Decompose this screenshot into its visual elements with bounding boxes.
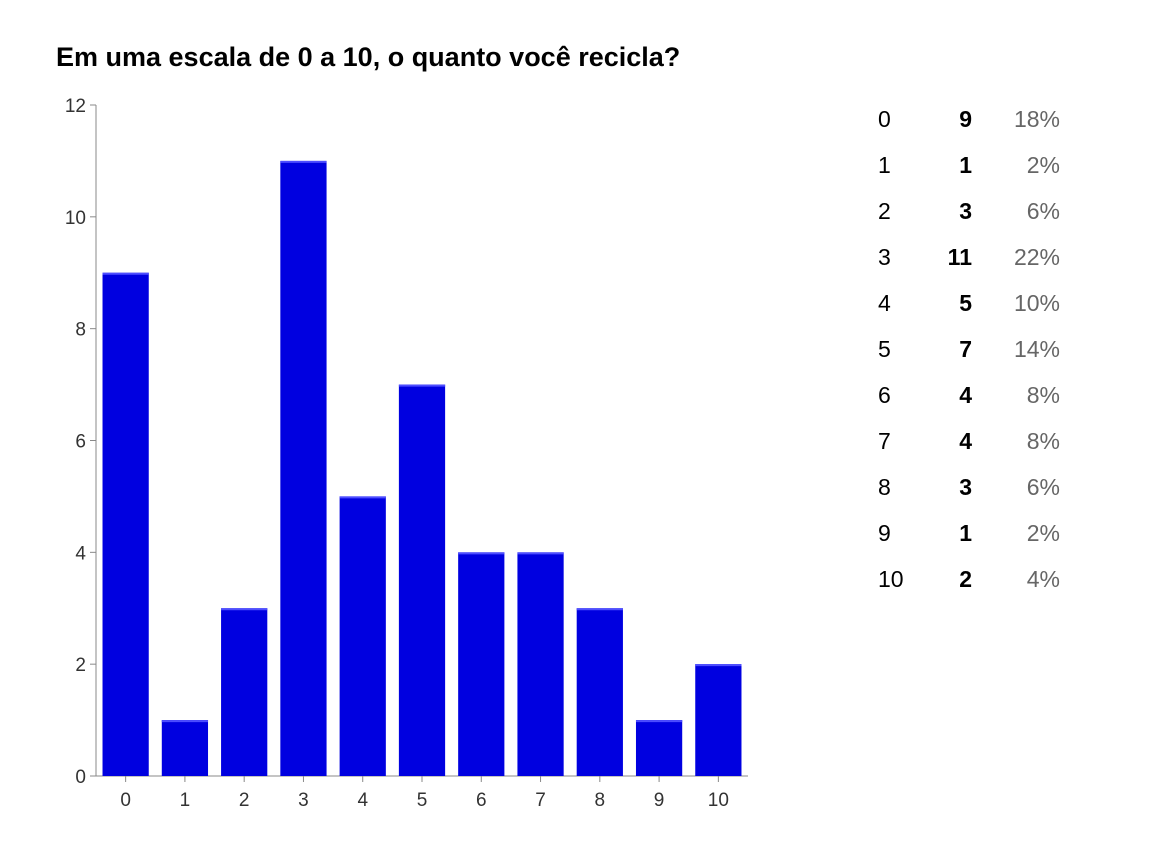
bar	[221, 608, 268, 776]
summary-label: 2	[878, 197, 891, 224]
bars	[102, 160, 742, 776]
summary-table: 0 9 18% 1 1 2% 2 3 6% 3 11 22% 4 5 10% 5 7 14% 6 4 8% 7 4 8% 8 3 6…	[866, 96, 1060, 602]
summary-label: 0	[878, 105, 891, 132]
summary-count: 3	[959, 473, 972, 500]
summary-row: 2 3 6%	[866, 188, 1060, 234]
summary-count: 4	[959, 381, 972, 408]
y-tick-label: 0	[75, 767, 86, 788]
summary-row: 7 4 8%	[866, 418, 1060, 464]
summary-percent: 2%	[1026, 151, 1060, 178]
x-tick-label: 9	[654, 790, 665, 811]
summary-row: 5 7 14%	[866, 326, 1060, 372]
bar	[458, 552, 505, 776]
summary-percent: 8%	[1026, 427, 1060, 454]
summary-row: 1 1 2%	[866, 142, 1060, 188]
summary-count: 11	[947, 243, 972, 270]
bar	[576, 608, 623, 776]
y-tick-label: 8	[75, 320, 86, 341]
summary-label: 10	[878, 565, 904, 592]
x-axis: 0 1 2 3 4 5 6 7 8 9 10	[96, 775, 748, 811]
y-tick-label: 4	[75, 543, 86, 564]
bar	[635, 720, 683, 776]
summary-percent: 2%	[1026, 519, 1060, 546]
summary-count: 2	[959, 565, 972, 592]
x-tick-label: 10	[708, 790, 729, 811]
y-axis: 0 2 4 6 8 10 12	[65, 96, 97, 788]
x-tick-label: 8	[595, 790, 606, 811]
y-tick-label: 12	[65, 96, 86, 117]
summary-percent: 10%	[1013, 289, 1060, 316]
summary-percent: 4%	[1026, 565, 1060, 592]
summary-label: 6	[878, 381, 891, 408]
y-tick-label: 2	[75, 655, 86, 676]
summary-label: 9	[878, 519, 891, 546]
x-tick-label: 2	[239, 790, 250, 811]
summary-count: 1	[959, 519, 972, 546]
summary-row: 6 4 8%	[866, 372, 1060, 418]
chart-title: Em uma escala de 0 a 10, o quanto você r…	[56, 42, 681, 72]
x-tick-label: 4	[357, 790, 368, 811]
bar	[102, 272, 149, 776]
x-tick-label: 1	[180, 790, 191, 811]
x-tick-label: 6	[476, 790, 487, 811]
summary-row: 8 3 6%	[866, 464, 1060, 510]
summary-row: 3 11 22%	[866, 234, 1060, 280]
summary-percent: 14%	[1013, 335, 1060, 362]
summary-label: 7	[878, 427, 891, 454]
summary-label: 3	[878, 243, 891, 270]
summary-percent: 6%	[1026, 473, 1060, 500]
summary-count: 5	[959, 289, 972, 316]
bar	[161, 720, 209, 776]
summary-percent: 22%	[1013, 243, 1060, 270]
summary-percent: 18%	[1013, 105, 1060, 132]
summary-row: 9 1 2%	[866, 510, 1060, 556]
summary-percent: 8%	[1026, 381, 1060, 408]
summary-count: 1	[959, 151, 972, 178]
bar	[339, 496, 386, 776]
bar	[695, 664, 742, 776]
bar	[398, 384, 446, 776]
summary-count: 4	[959, 427, 972, 454]
summary-count: 3	[959, 197, 972, 224]
summary-count: 7	[959, 335, 972, 362]
summary-row: 4 5 10%	[866, 280, 1060, 326]
x-tick-label: 5	[417, 790, 428, 811]
summary-row: 10 2 4%	[866, 556, 1060, 602]
y-tick-label: 10	[65, 208, 86, 229]
summary-row: 0 9 18%	[866, 96, 1060, 142]
bar	[517, 552, 564, 776]
x-tick-label: 3	[298, 790, 309, 811]
summary-label: 5	[878, 335, 891, 362]
summary-label: 4	[878, 289, 891, 316]
summary-count: 9	[959, 105, 972, 132]
summary-percent: 6%	[1026, 197, 1060, 224]
x-tick-label: 0	[120, 790, 131, 811]
x-tick-label: 7	[535, 790, 546, 811]
summary-label: 8	[878, 473, 891, 500]
summary-label: 1	[878, 151, 891, 178]
bar	[280, 160, 327, 776]
y-tick-label: 6	[75, 432, 86, 453]
